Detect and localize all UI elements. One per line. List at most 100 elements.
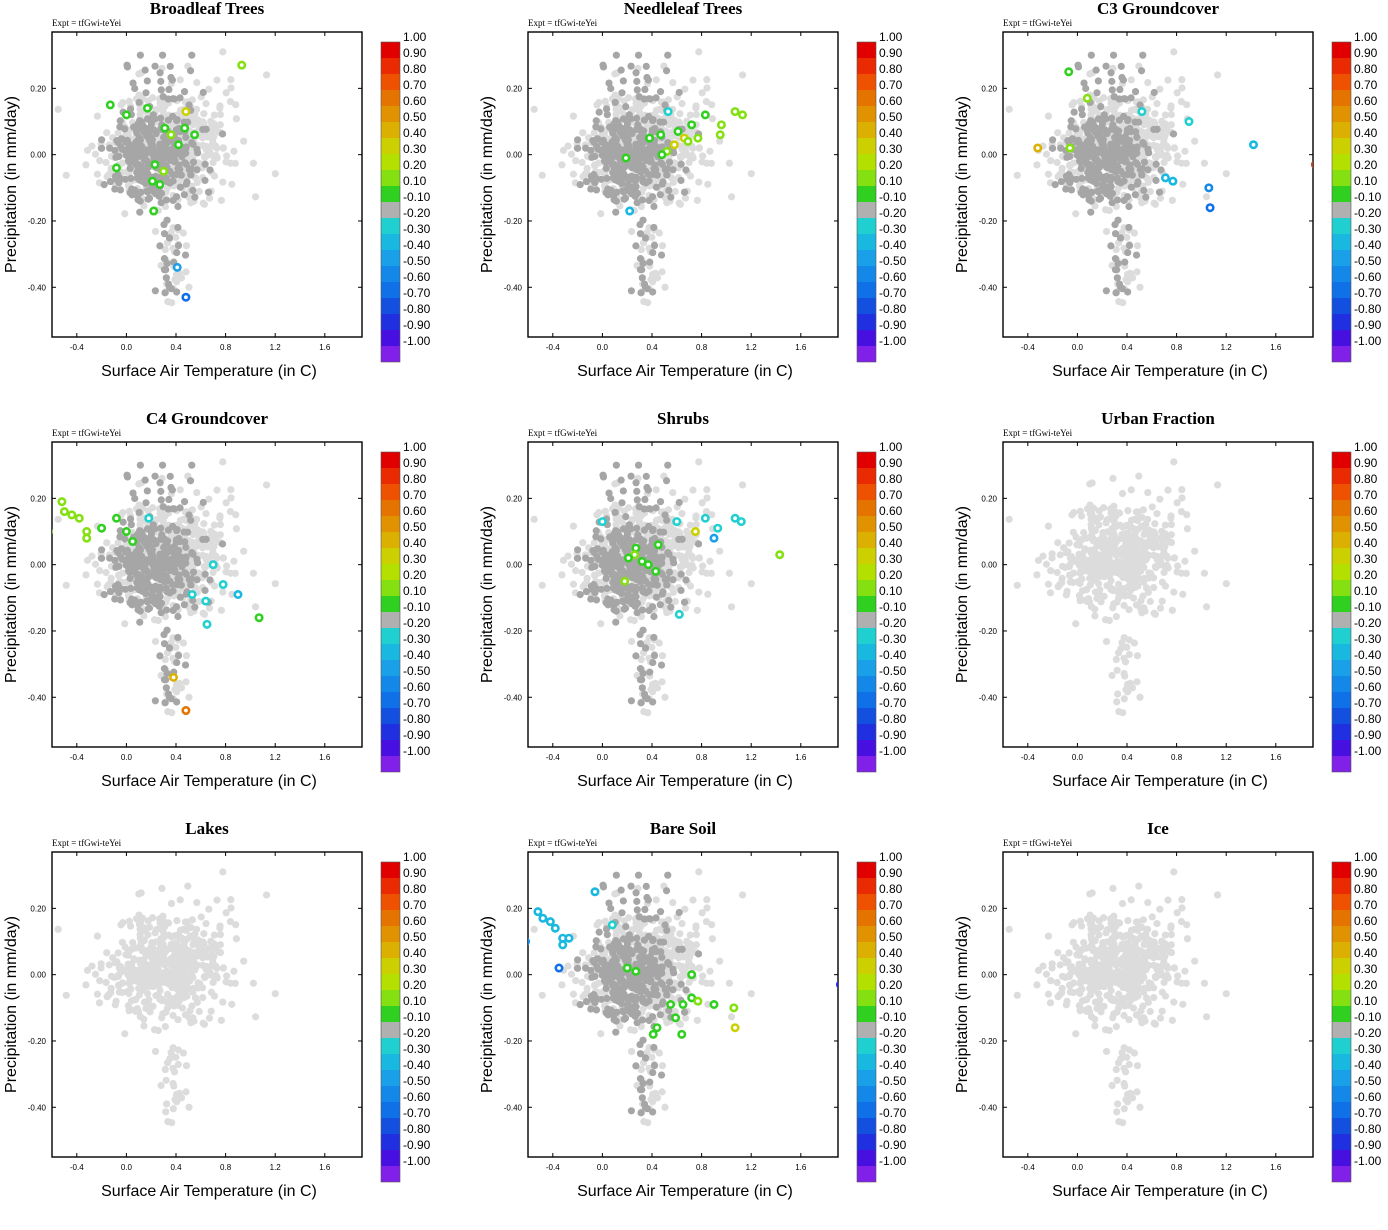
data-point	[695, 135, 701, 141]
data-point	[157, 181, 163, 187]
background-point	[182, 251, 189, 258]
colorbar-label: 0.10	[1354, 174, 1378, 188]
colorbar-label: -0.80	[879, 302, 907, 316]
y-axis-label: Precipitation (in mm/day)	[3, 96, 20, 273]
background-point	[166, 558, 173, 565]
colorbar-swatch	[857, 58, 876, 74]
background-point	[169, 486, 176, 493]
data-point	[1066, 69, 1072, 75]
background-point	[653, 76, 660, 83]
background-point	[639, 684, 646, 691]
data-point	[623, 155, 629, 161]
data-point	[220, 581, 226, 587]
background-point	[1132, 191, 1139, 198]
background-point	[678, 571, 685, 578]
background-point	[92, 561, 99, 568]
background-point	[664, 462, 671, 469]
background-point	[699, 499, 706, 506]
background-point	[144, 598, 151, 605]
background-point	[726, 570, 733, 577]
background-point	[227, 98, 234, 105]
background-point	[173, 659, 180, 666]
background-point	[128, 521, 135, 528]
colorbar-label: 0.90	[879, 456, 903, 470]
background-point	[194, 149, 201, 156]
background-point	[645, 587, 652, 594]
background-point	[182, 661, 189, 668]
background-point	[181, 569, 188, 576]
background-point	[115, 589, 122, 596]
background-point	[159, 462, 166, 469]
background-point	[531, 516, 538, 523]
background-point	[639, 584, 646, 591]
background-point	[687, 111, 694, 118]
background-point	[654, 684, 661, 691]
background-point	[593, 117, 600, 124]
background-point	[683, 528, 690, 535]
background-point	[728, 603, 735, 610]
background-point	[169, 95, 176, 102]
background-point	[176, 166, 183, 173]
data-point	[676, 611, 682, 617]
background-point	[199, 126, 206, 133]
data-point	[123, 528, 129, 534]
background-point	[665, 187, 672, 194]
background-point	[117, 117, 124, 124]
background-point	[137, 579, 144, 586]
background-point	[681, 189, 688, 196]
background-point	[672, 598, 679, 605]
background-point	[1153, 161, 1160, 168]
y-tick-label: -0.40	[504, 693, 523, 702]
data-point	[191, 132, 197, 138]
y-tick-label: -0.40	[28, 283, 47, 292]
background-point	[149, 94, 156, 101]
background-point	[577, 591, 584, 598]
background-point	[1138, 67, 1145, 74]
colorbar-label: 0.50	[403, 520, 427, 534]
background-point	[588, 583, 595, 590]
data-point	[692, 528, 698, 534]
background-point	[607, 85, 614, 92]
background-point	[1181, 148, 1188, 155]
background-point	[1110, 52, 1117, 59]
data-point	[235, 591, 241, 597]
background-point	[150, 521, 157, 528]
background-point	[1006, 106, 1013, 113]
background-point	[696, 145, 703, 152]
colorbar-swatch	[1332, 298, 1351, 314]
data-point	[732, 108, 738, 114]
background-point	[202, 571, 209, 578]
background-point	[175, 652, 182, 659]
background-point	[1106, 207, 1113, 214]
background-point	[686, 153, 693, 160]
x-tick-label: 1.6	[319, 753, 331, 762]
colorbar-label: 0.20	[403, 158, 427, 172]
background-point	[694, 197, 701, 204]
colorbar-label: -0.80	[1354, 302, 1382, 316]
background-point	[233, 115, 240, 122]
data-point	[1186, 118, 1192, 124]
background-point	[174, 613, 181, 620]
background-point	[160, 631, 167, 638]
background-point	[227, 160, 234, 167]
background-point	[1117, 168, 1124, 175]
background-point	[626, 111, 633, 118]
background-point	[272, 170, 279, 177]
background-point	[140, 559, 147, 566]
colorbar-label: -0.90	[879, 728, 907, 742]
background-point	[689, 487, 696, 494]
x-tick-label: 0.0	[597, 753, 609, 762]
background-point	[676, 110, 683, 117]
background-point	[650, 203, 657, 210]
background-point	[677, 177, 684, 184]
background-point	[1093, 67, 1100, 74]
background-point	[1103, 228, 1110, 235]
background-point	[151, 63, 158, 70]
colorbar-swatch	[857, 314, 876, 330]
background-point	[1072, 125, 1079, 132]
background-point	[600, 63, 607, 70]
background-point	[695, 458, 702, 465]
background-point	[618, 477, 625, 484]
colorbar-label: 1.00	[403, 440, 427, 454]
background-point	[106, 145, 113, 152]
